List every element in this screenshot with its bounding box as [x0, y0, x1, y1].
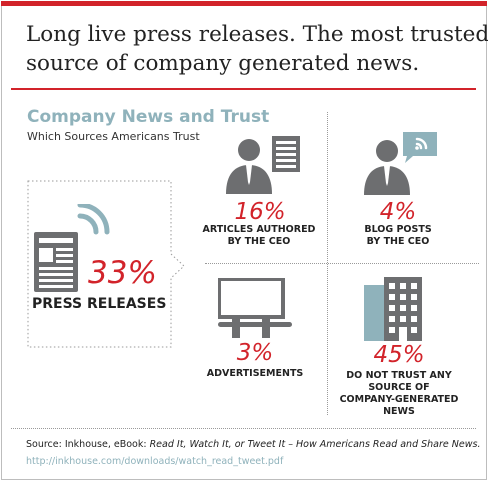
distrust-label-line-3: COMPANY-GENERATED — [339, 394, 459, 405]
source-title: Read It, Watch It, or Tweet It – How Ame… — [149, 439, 481, 450]
ceo-articles-label-line-2: BY THE CEO — [227, 236, 291, 247]
ceo-articles-label: ARTICLES AUTHORED BY THE CEO — [195, 224, 323, 248]
top-red-bar — [1, 1, 487, 6]
ceo-blog-label-line-1: BLOG POSTS — [364, 224, 432, 235]
billboard-icon — [218, 278, 292, 338]
headline: Long live press releases. The most trust… — [26, 20, 488, 78]
press-releases-label-line: PRESS RELEASES — [32, 296, 167, 312]
distrust-percent: 45% — [373, 342, 425, 368]
headline-line-1: Long live press releases. The most trust… — [26, 22, 488, 47]
ceo-article-icon — [226, 136, 300, 194]
newspaper-icon — [34, 204, 110, 292]
distrust-label-line-1: DO NOT TRUST ANY — [346, 370, 452, 381]
horizontal-divider — [205, 263, 479, 264]
ceo-blog-label-line-2: BY THE CEO — [366, 236, 430, 247]
ceo-articles-percent: 16% — [234, 199, 286, 225]
source-url[interactable]: http://inkhouse.com/downloads/watch_read… — [26, 456, 284, 467]
building-icon — [364, 277, 422, 341]
headline-underline — [11, 88, 476, 90]
ceo-blog-percent: 4% — [379, 199, 417, 225]
ceo-articles-label-line-1: ARTICLES AUTHORED — [202, 224, 316, 235]
distrust-label: DO NOT TRUST ANY SOURCE OF COMPANY-GENER… — [334, 370, 464, 418]
headline-line-2: source of company generated news. — [26, 51, 420, 76]
source-citation: Source: Inkhouse, eBook: Read It, Watch … — [26, 439, 480, 450]
distrust-label-line-4: NEWS — [383, 406, 415, 417]
ceo-blog-label: BLOG POSTS BY THE CEO — [334, 224, 462, 248]
advertisements-label: ADVERTISEMENTS — [190, 368, 320, 380]
source-prefix: Source: Inkhouse, eBook: — [26, 439, 150, 450]
distrust-label-line-2: SOURCE OF — [368, 382, 430, 393]
advertisements-label-line: ADVERTISEMENTS — [206, 368, 304, 379]
press-releases-label: PRESS RELEASES — [32, 296, 166, 312]
advertisements-percent: 3% — [236, 340, 274, 366]
section-title: Company News and Trust — [27, 107, 270, 127]
press-releases-percent: 33% — [88, 255, 157, 291]
footer-divider — [11, 428, 476, 429]
section-subtitle: Which Sources Americans Trust — [27, 130, 200, 143]
ceo-blog-icon — [364, 132, 437, 195]
